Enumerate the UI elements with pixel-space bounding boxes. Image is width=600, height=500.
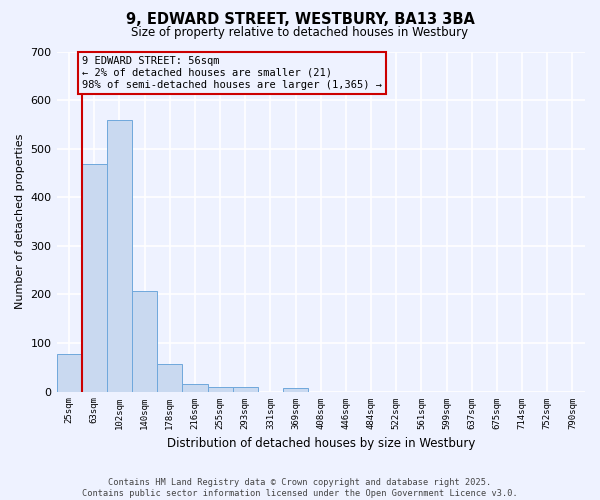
Text: 9 EDWARD STREET: 56sqm
← 2% of detached houses are smaller (21)
98% of semi-deta: 9 EDWARD STREET: 56sqm ← 2% of detached … bbox=[82, 56, 382, 90]
Bar bbox=[233, 386, 258, 392]
Bar bbox=[182, 384, 208, 392]
Bar bbox=[157, 364, 182, 392]
Text: Contains HM Land Registry data © Crown copyright and database right 2025.
Contai: Contains HM Land Registry data © Crown c… bbox=[82, 478, 518, 498]
Bar bbox=[107, 120, 132, 392]
Text: Size of property relative to detached houses in Westbury: Size of property relative to detached ho… bbox=[131, 26, 469, 39]
Bar bbox=[208, 386, 233, 392]
Bar bbox=[56, 354, 82, 392]
X-axis label: Distribution of detached houses by size in Westbury: Distribution of detached houses by size … bbox=[167, 437, 475, 450]
Text: 9, EDWARD STREET, WESTBURY, BA13 3BA: 9, EDWARD STREET, WESTBURY, BA13 3BA bbox=[125, 12, 475, 28]
Bar bbox=[132, 291, 157, 392]
Y-axis label: Number of detached properties: Number of detached properties bbox=[15, 134, 25, 309]
Bar bbox=[283, 388, 308, 392]
Bar bbox=[82, 164, 107, 392]
